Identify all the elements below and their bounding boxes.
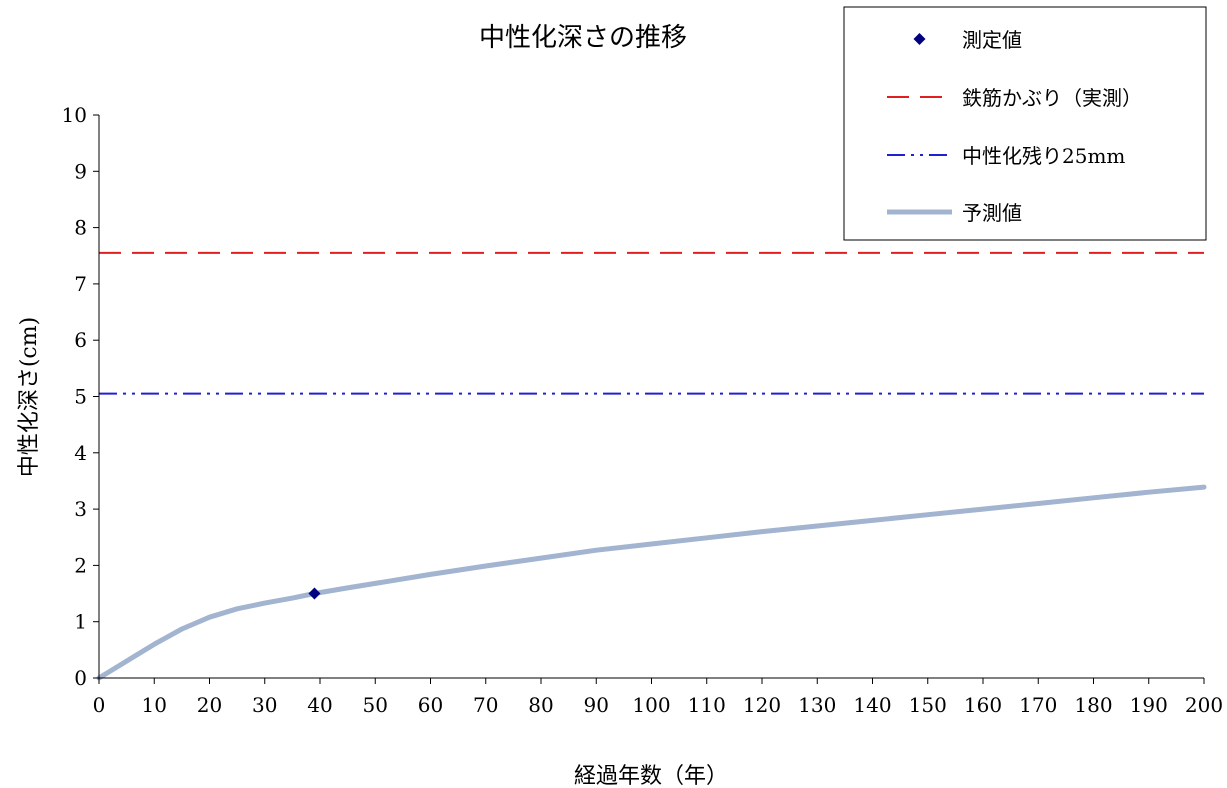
x-tick-label: 90 [584, 693, 609, 717]
x-tick-label: 70 [473, 693, 498, 717]
x-tick-label: 0 [93, 693, 106, 717]
y-tick-label: 7 [74, 272, 87, 296]
y-axis-label: 中性化深さ(cm) [17, 317, 42, 477]
x-tick-label: 60 [418, 693, 443, 717]
legend-label: 中性化残り25mm [962, 144, 1125, 168]
legend-label: 測定値 [962, 28, 1022, 52]
y-tick-label: 3 [74, 497, 87, 521]
x-tick-label: 170 [1019, 693, 1057, 717]
legend-box [843, 6, 1207, 241]
y-tick-label: 9 [74, 159, 87, 183]
x-tick-label: 40 [307, 693, 332, 717]
y-tick-label: 0 [74, 666, 87, 690]
plot-area [96, 251, 1207, 681]
series-line-prediction [96, 484, 1207, 681]
y-tick-label: 1 [74, 610, 87, 634]
x-tick-label: 80 [528, 693, 553, 717]
legend-label: 鉄筋かぶり（実測） [962, 86, 1142, 110]
x-tick-label: 130 [798, 693, 836, 717]
y-tick-label: 2 [74, 553, 87, 577]
y-tick-label: 4 [74, 441, 87, 465]
x-ticks: 0 10 20 30 40 50 60 70 80 90 100 110 120 130 140 150 160… [93, 678, 1223, 717]
x-tick-label: 140 [853, 693, 891, 717]
x-tick-label: 180 [1074, 693, 1112, 717]
x-tick-label: 150 [909, 693, 947, 717]
y-tick-label: 6 [74, 328, 87, 352]
x-tick-label: 120 [743, 693, 781, 717]
legend-label: 予測値 [962, 201, 1022, 225]
y-tick-label: 8 [74, 216, 87, 240]
x-tick-label: 10 [142, 693, 167, 717]
y-ticks: 0 1 2 3 4 5 6 7 8 9 10 [62, 103, 99, 690]
x-tick-label: 200 [1185, 693, 1223, 717]
x-tick-label: 30 [252, 693, 277, 717]
y-tick-label: 5 [74, 385, 87, 409]
x-tick-label: 190 [1130, 693, 1168, 717]
x-tick-label: 100 [632, 693, 670, 717]
chart-title: 中性化深さの推移 [479, 23, 687, 53]
data-point-measured [308, 587, 321, 600]
x-tick-label: 110 [688, 693, 726, 717]
x-tick-label: 20 [197, 693, 222, 717]
x-axis-label: 経過年数（年） [574, 764, 728, 788]
y-tick-label: 10 [62, 103, 87, 127]
x-tick-label: 50 [363, 693, 388, 717]
x-tick-label: 160 [964, 693, 1002, 717]
legend-symbol-measured [913, 33, 926, 45]
